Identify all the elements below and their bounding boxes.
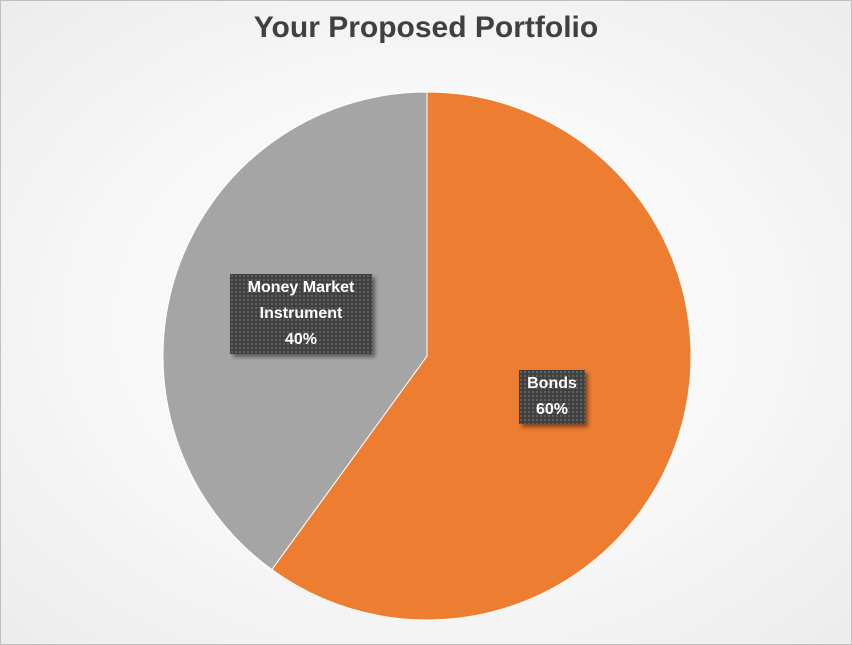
data-label-money-market-instrument: Money Market Instrument 40%: [230, 274, 372, 354]
data-label-bonds: Bonds 60%: [519, 370, 585, 424]
data-label-name: Bonds: [525, 371, 579, 397]
data-label-name-line-1: Money Market: [236, 275, 366, 301]
data-label-name-line-2: Instrument: [236, 301, 366, 327]
data-label-percent: 60%: [525, 397, 579, 423]
data-label-percent: 40%: [236, 327, 366, 353]
